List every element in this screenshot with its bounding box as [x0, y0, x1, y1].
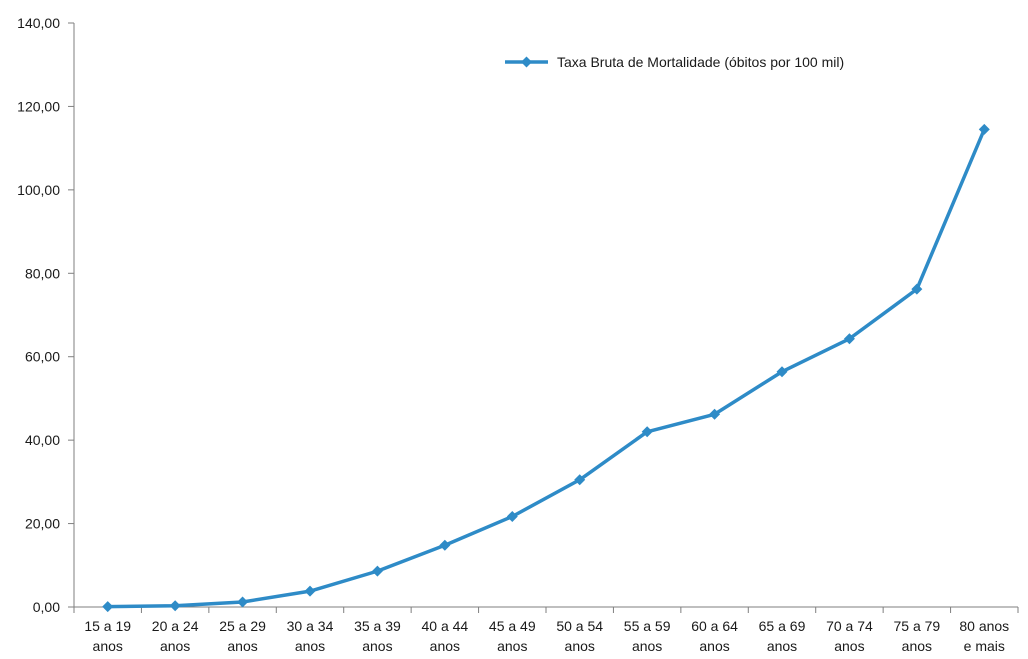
x-tick-label: 20 a 24 anos — [152, 618, 199, 654]
x-tick-label: 40 a 44 anos — [421, 618, 468, 654]
data-point-marker — [911, 283, 923, 295]
data-point-marker — [574, 474, 586, 486]
x-tick-label: 65 a 69 anos — [759, 618, 806, 654]
x-tick-label: 55 a 59 anos — [624, 618, 671, 654]
legend: Taxa Bruta de Mortalidade (óbitos por 10… — [505, 54, 844, 70]
x-tick-label: 30 a 34 anos — [287, 618, 334, 654]
legend-marker — [521, 56, 532, 68]
y-tick-label: 120,00 — [17, 98, 60, 114]
series-line — [105, 127, 987, 609]
data-point-marker — [237, 596, 249, 608]
y-tick-label: 0,00 — [33, 599, 60, 615]
y-tick-label: 60,00 — [25, 349, 60, 365]
data-point-marker — [169, 600, 181, 612]
data-point-marker — [641, 426, 653, 438]
x-tick-label: 70 a 74 anos — [826, 618, 873, 654]
y-tick-label: 20,00 — [25, 516, 60, 532]
x-axis-ticks: 15 a 19 anos 20 a 24 anos 25 a 29 anos 30 a 34… — [73, 607, 1019, 654]
x-tick-label: 60 a 64 anos — [691, 618, 738, 654]
x-tick-label: 80 anos e mais — [959, 618, 1009, 654]
data-point-marker — [978, 123, 990, 135]
data-point-marker — [709, 408, 721, 420]
x-tick-label: 75 a 79 anos — [893, 618, 940, 654]
x-tick-label: 45 a 49 anos — [489, 618, 536, 654]
series-layer — [102, 123, 990, 613]
data-point-marker — [843, 333, 855, 345]
x-tick-label: 15 a 19 anos — [84, 618, 131, 654]
x-tick-label: 50 a 54 anos — [556, 618, 603, 654]
data-point-marker — [439, 539, 451, 551]
data-point-marker — [371, 565, 383, 577]
y-tick-label: 140,00 — [17, 15, 60, 31]
axes — [73, 23, 1018, 608]
data-point-marker — [102, 601, 114, 613]
y-axis-ticks: 0,00 20,00 40,00 60,00 80,00 100,00 120,00 140,… — [17, 15, 74, 615]
data-point-marker — [304, 585, 316, 597]
data-point-marker — [776, 366, 788, 378]
x-tick-label: 25 a 29 anos — [219, 618, 266, 654]
y-tick-label: 40,00 — [25, 432, 60, 448]
y-tick-label: 80,00 — [25, 265, 60, 281]
legend-label: Taxa Bruta de Mortalidade (óbitos por 10… — [557, 54, 844, 70]
y-tick-label: 100,00 — [17, 182, 60, 198]
data-point-marker — [506, 510, 518, 522]
x-tick-label: 35 a 39 anos — [354, 618, 401, 654]
